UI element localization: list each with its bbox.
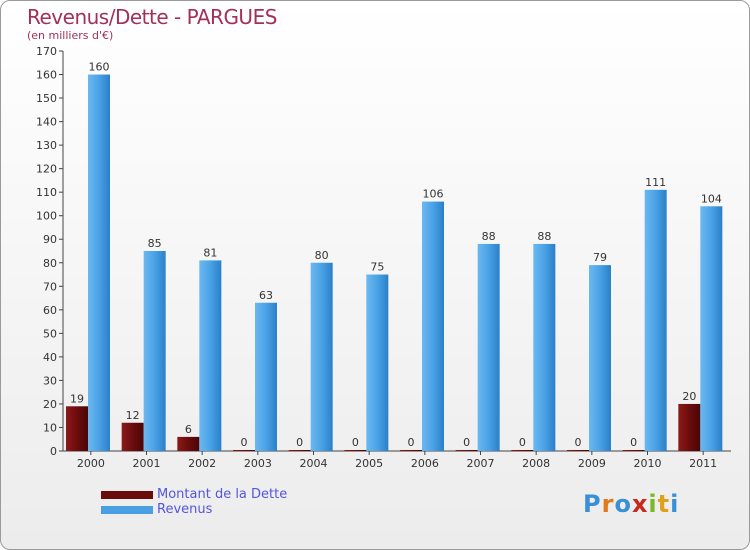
bar-revenue-2009 xyxy=(589,265,611,451)
bar-debt-2001 xyxy=(121,422,144,451)
data-label-debt-2011: 20 xyxy=(682,390,696,403)
logo-letter: i xyxy=(670,490,680,518)
logo-letter: r xyxy=(601,490,615,518)
bar-revenue-2007 xyxy=(477,243,500,451)
x-tick-label-2005: 2005 xyxy=(355,457,383,470)
data-label-debt-2009: 0 xyxy=(575,436,582,449)
y-tick-label: 130 xyxy=(36,139,57,152)
y-tick-label: 10 xyxy=(43,421,57,434)
bar-debt-2007 xyxy=(455,450,478,451)
bar-debt-2006 xyxy=(400,450,422,451)
y-tick-label: 50 xyxy=(43,327,57,340)
logo-letter: i xyxy=(648,490,658,518)
y-tick-label: 40 xyxy=(43,351,57,364)
bar-debt-2004 xyxy=(288,450,311,451)
data-label-debt-2003: 0 xyxy=(241,436,248,449)
bar-revenue-2008 xyxy=(533,243,556,451)
y-tick-label: 100 xyxy=(36,210,57,223)
x-tick-label-2002: 2002 xyxy=(188,457,216,470)
y-tick-label: 20 xyxy=(43,398,57,411)
data-label-debt-2007: 0 xyxy=(463,436,470,449)
bar-revenue-2003 xyxy=(255,302,277,451)
x-tick-label-2003: 2003 xyxy=(244,457,272,470)
bar-debt-2010 xyxy=(622,450,645,451)
x-tick-label-2011: 2011 xyxy=(689,457,717,470)
chart-title: Revenus/Dette - PARGUES xyxy=(27,5,277,29)
y-tick-label: 110 xyxy=(36,186,57,199)
y-tick-label: 90 xyxy=(43,233,57,246)
bar-revenue-2006 xyxy=(422,201,444,451)
data-label-revenue-2011: 104 xyxy=(701,192,722,205)
bar-revenue-2010 xyxy=(644,189,667,451)
data-label-debt-2004: 0 xyxy=(296,436,303,449)
data-label-revenue-2009: 79 xyxy=(593,251,607,264)
data-label-revenue-2007: 88 xyxy=(482,230,496,243)
bar-revenue-2005 xyxy=(366,274,389,451)
bar-revenue-2002 xyxy=(199,260,222,451)
legend: Montant de la Dette Revenus xyxy=(101,487,287,517)
data-label-debt-2005: 0 xyxy=(352,436,359,449)
y-tick-label: 0 xyxy=(50,445,57,458)
bar-debt-2000 xyxy=(66,406,88,451)
data-label-debt-2002: 6 xyxy=(185,423,192,436)
y-tick-label: 80 xyxy=(43,257,57,270)
bar-debt-2008 xyxy=(511,450,534,451)
data-label-revenue-2008: 88 xyxy=(537,230,551,243)
data-label-debt-2010: 0 xyxy=(630,436,637,449)
y-tick-label: 120 xyxy=(36,163,57,176)
legend-item-revenue: Revenus xyxy=(101,502,287,517)
data-label-revenue-2005: 75 xyxy=(370,261,384,274)
logo-letter: t xyxy=(657,490,671,518)
x-tick-label-2009: 2009 xyxy=(578,457,606,470)
y-tick-label: 70 xyxy=(43,280,57,293)
data-label-debt-2006: 0 xyxy=(408,436,415,449)
x-tick-label-2006: 2006 xyxy=(411,457,439,470)
legend-swatch-revenue xyxy=(101,505,153,514)
bar-debt-2011 xyxy=(678,403,701,451)
legend-label-revenue: Revenus xyxy=(157,502,213,517)
bar-revenue-2004 xyxy=(310,262,333,451)
data-label-revenue-2003: 63 xyxy=(259,289,273,302)
data-label-revenue-2010: 111 xyxy=(645,176,666,189)
y-tick-label: 60 xyxy=(43,304,57,317)
data-label-revenue-2001: 85 xyxy=(148,237,162,250)
bar-revenue-2011 xyxy=(700,206,723,451)
data-label-debt-2001: 12 xyxy=(126,409,140,422)
bar-debt-2003 xyxy=(233,450,255,451)
data-label-revenue-2006: 106 xyxy=(423,188,444,201)
legend-label-debt: Montant de la Dette xyxy=(157,487,288,502)
data-label-revenue-2000: 160 xyxy=(89,61,110,74)
data-label-debt-2000: 19 xyxy=(70,392,84,405)
logo-letter: P xyxy=(583,490,602,518)
y-tick-label: 30 xyxy=(43,374,57,387)
data-label-revenue-2004: 80 xyxy=(315,249,329,262)
legend-swatch-debt xyxy=(101,490,153,499)
x-tick-label-2001: 2001 xyxy=(133,457,161,470)
y-tick-label: 140 xyxy=(36,116,57,129)
y-tick-label: 160 xyxy=(36,69,57,82)
proxiti-logo: Proxiti xyxy=(583,490,679,518)
y-tick-label: 170 xyxy=(36,45,57,58)
chart-subtitle: (en milliers d'€) xyxy=(27,29,114,42)
data-label-revenue-2002: 81 xyxy=(203,246,217,259)
y-tick-label: 150 xyxy=(36,92,57,105)
x-tick-label-2010: 2010 xyxy=(634,457,662,470)
bar-revenue-2000 xyxy=(88,74,110,451)
bar-debt-2009 xyxy=(567,450,589,451)
x-tick-label-2000: 2000 xyxy=(77,457,105,470)
x-tick-label-2007: 2007 xyxy=(467,457,495,470)
x-tick-label-2004: 2004 xyxy=(300,457,328,470)
x-tick-label-2008: 2008 xyxy=(522,457,550,470)
logo-letter: x xyxy=(631,490,649,518)
bar-debt-2005 xyxy=(344,450,367,451)
legend-item-debt: Montant de la Dette xyxy=(101,487,287,502)
bar-debt-2002 xyxy=(177,436,200,451)
bar-revenue-2001 xyxy=(143,251,166,451)
logo-letter: o xyxy=(614,490,632,518)
data-label-debt-2008: 0 xyxy=(519,436,526,449)
